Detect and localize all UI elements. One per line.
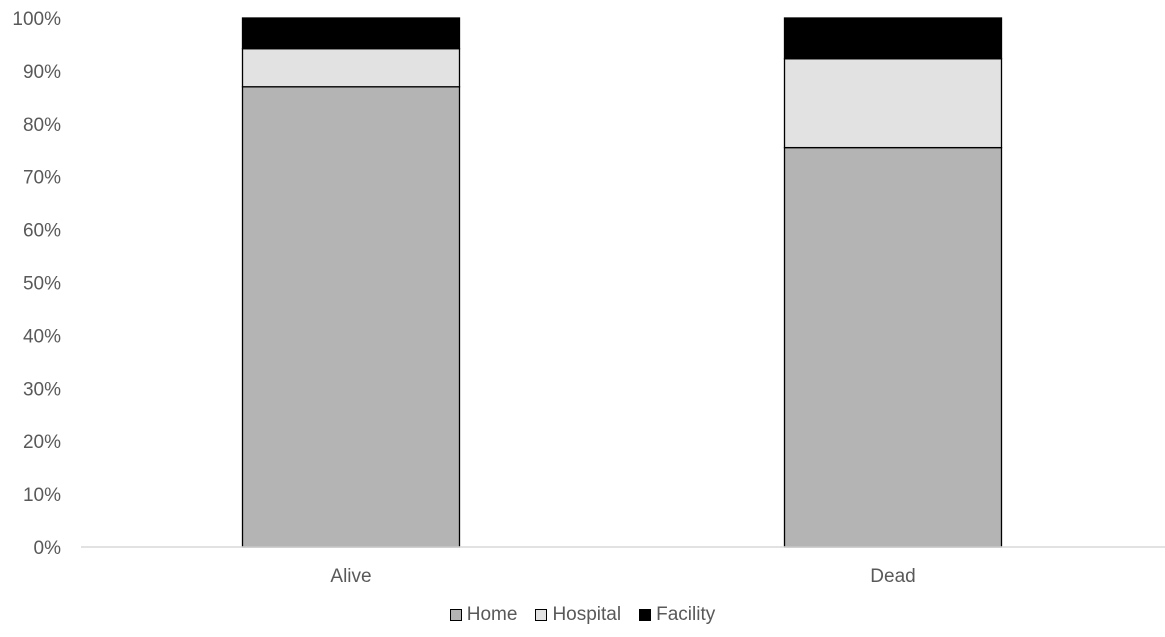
stacked-bar-chart: 0% 10% 20% 30% 40% 50% 60% 70% 80% 90% 100% Alive D…: [12, 9, 1165, 587]
y-tick-label: 80%: [23, 115, 61, 136]
y-tick-label: 0%: [34, 538, 62, 559]
legend: Home Hospital Facility: [0, 604, 1165, 626]
y-tick-label: 30%: [23, 379, 61, 400]
legend-label: Hospital: [552, 604, 622, 625]
x-category-label: Alive: [330, 566, 371, 587]
bar-segment-home-dead: [783, 146, 1003, 548]
legend-item-facility: Facility: [639, 604, 715, 626]
legend-item-home: Home: [449, 604, 518, 626]
y-tick-label: 10%: [23, 485, 61, 506]
bars: [241, 17, 1003, 548]
y-tick-label: 70%: [23, 168, 61, 189]
y-tick-label: 50%: [23, 274, 61, 295]
bar-segment-hospital-alive: [241, 48, 461, 88]
bar-segment-hospital-dead: [783, 58, 1003, 149]
bar-segment-facility-dead: [783, 17, 1003, 60]
y-tick-label: 60%: [23, 221, 61, 242]
x-category-label: Dead: [870, 566, 915, 587]
legend-label: Facility: [656, 604, 716, 625]
legend-swatch: [639, 609, 652, 621]
y-tick-label: 20%: [23, 432, 61, 453]
bar-segment-facility-alive: [241, 17, 461, 50]
y-tick-label: 90%: [23, 62, 61, 83]
legend-label: Home: [466, 604, 518, 625]
legend-item-hospital: Hospital: [535, 604, 621, 626]
legend-swatch: [535, 609, 548, 621]
x-axis-labels: Alive Dead: [330, 566, 915, 587]
y-axis-ticks: 0% 10% 20% 30% 40% 50% 60% 70% 80% 90% 100%: [12, 9, 61, 559]
bar-segment-home-alive: [241, 86, 461, 548]
y-tick-label: 100%: [12, 9, 61, 30]
y-tick-label: 40%: [23, 326, 61, 347]
legend-swatch: [449, 609, 462, 621]
